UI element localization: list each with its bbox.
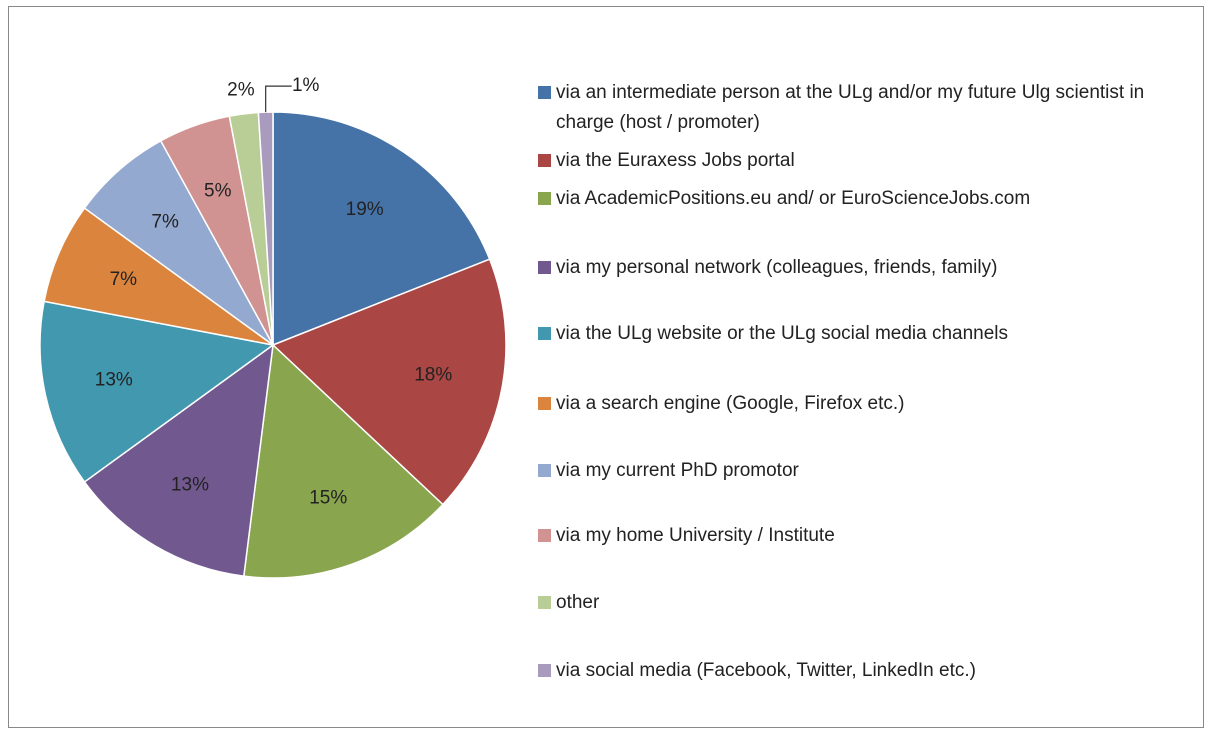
pie-slice bbox=[43, 206, 274, 346]
legend-label: other bbox=[556, 592, 600, 613]
data-label: 19% bbox=[346, 199, 384, 220]
legend-label: via social media (Facebook, Twitter, Lin… bbox=[556, 660, 976, 681]
legend-swatch bbox=[538, 397, 551, 410]
chart-frame bbox=[8, 6, 1204, 728]
legend-swatch bbox=[538, 664, 551, 677]
legend-swatch bbox=[538, 154, 551, 167]
pie-slice bbox=[272, 111, 491, 347]
legend-label: via a search engine (Google, Firefox etc… bbox=[556, 393, 905, 414]
legend-label: via my personal network (colleagues, fri… bbox=[556, 257, 998, 278]
legend-label: via the ULg website or the ULg social me… bbox=[556, 323, 1009, 344]
data-label: 7% bbox=[151, 212, 179, 233]
pie-slice bbox=[83, 343, 274, 578]
legend-swatch bbox=[538, 464, 551, 477]
legend-entry: via AcademicPositions.eu and/ or EuroSci… bbox=[538, 184, 1188, 214]
legend-label: via my current PhD promotor bbox=[556, 460, 799, 481]
pie-slice bbox=[271, 258, 507, 506]
legend-entry: via my home University / Institute bbox=[538, 521, 1188, 551]
data-label: 7% bbox=[110, 269, 138, 290]
legend-entry: via the Euraxess Jobs portal bbox=[538, 146, 1188, 176]
data-label: 2% bbox=[227, 80, 255, 101]
pie-slice bbox=[257, 111, 274, 346]
legend-swatch bbox=[538, 596, 551, 609]
data-label: 13% bbox=[171, 474, 209, 495]
data-label: 13% bbox=[95, 370, 133, 391]
legend-swatch bbox=[538, 327, 551, 340]
legend-label: via the Euraxess Jobs portal bbox=[556, 150, 795, 171]
legend-entry: via the ULg website or the ULg social me… bbox=[538, 319, 1188, 349]
pie-slice bbox=[39, 300, 275, 484]
legend-label: via an intermediate person at the ULg an… bbox=[556, 82, 1145, 133]
legend-swatch bbox=[538, 86, 551, 99]
legend-swatch bbox=[538, 192, 551, 205]
pie-slice bbox=[83, 139, 274, 346]
legend-swatch bbox=[538, 261, 551, 274]
data-label: 18% bbox=[414, 365, 452, 386]
data-label: 1% bbox=[292, 75, 320, 96]
legend-entry: via my current PhD promotor bbox=[538, 456, 1188, 486]
legend-entry: via a search engine (Google, Firefox etc… bbox=[538, 389, 1188, 419]
legend-swatch bbox=[538, 529, 551, 542]
legend-entry: other bbox=[538, 588, 1188, 618]
data-label: 5% bbox=[204, 181, 232, 202]
legend-entry: via social media (Facebook, Twitter, Lin… bbox=[538, 656, 1188, 686]
legend-entry: via my personal network (colleagues, fri… bbox=[538, 253, 1188, 283]
leader-line bbox=[265, 85, 292, 113]
data-label: 15% bbox=[309, 487, 347, 508]
pie-slice bbox=[242, 343, 444, 579]
legend-entry: via an intermediate person at the ULg an… bbox=[538, 78, 1188, 138]
legend-label: via my home University / Institute bbox=[556, 525, 835, 546]
legend-label: via AcademicPositions.eu and/ or EuroSci… bbox=[556, 188, 1031, 209]
